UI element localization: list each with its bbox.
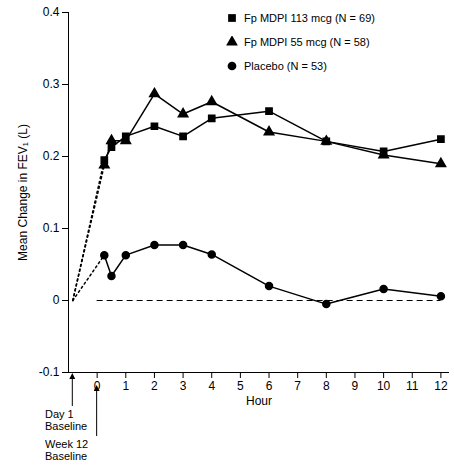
svg-text:Day 1Baseline: Day 1Baseline: [45, 408, 87, 432]
svg-text:2: 2: [151, 379, 158, 393]
html-text:Placebo (N = 53): Placebo (N = 53): [244, 60, 327, 72]
svg-text:-0.1: -0.1: [39, 365, 60, 379]
svg-text:0: 0: [53, 293, 60, 307]
svg-text:4: 4: [208, 379, 215, 393]
svg-text:8: 8: [323, 379, 330, 393]
svg-text:0.3: 0.3: [43, 77, 60, 91]
svg-text:12: 12: [434, 379, 448, 393]
svg-text:10: 10: [377, 379, 391, 393]
svg-text:0.2: 0.2: [43, 149, 60, 163]
svg-text:11: 11: [406, 379, 419, 393]
svg-text:3: 3: [180, 379, 187, 393]
svg-text:0.4: 0.4: [43, 5, 60, 19]
svg-text:0.1: 0.1: [43, 221, 60, 235]
svg-text:Mean Change in FEV₁ (L): Mean Change in FEV₁ (L): [16, 124, 30, 261]
html-text:Fp MDPI 55 mcg (N = 58): Fp MDPI 55 mcg (N = 58): [244, 36, 370, 48]
svg-text:9: 9: [352, 379, 359, 393]
html-text:Fp MDPI 113 mcg (N = 69): Fp MDPI 113 mcg (N = 69): [244, 12, 375, 24]
svg-text:Week 12Baseline: Week 12Baseline: [45, 438, 88, 462]
svg-text:5: 5: [237, 379, 244, 393]
svg-text:6: 6: [266, 379, 273, 393]
svg-text:Hour: Hour: [246, 394, 272, 408]
svg-text:0: 0: [94, 379, 101, 393]
svg-text:1: 1: [122, 379, 129, 393]
svg-text:7: 7: [294, 379, 301, 393]
